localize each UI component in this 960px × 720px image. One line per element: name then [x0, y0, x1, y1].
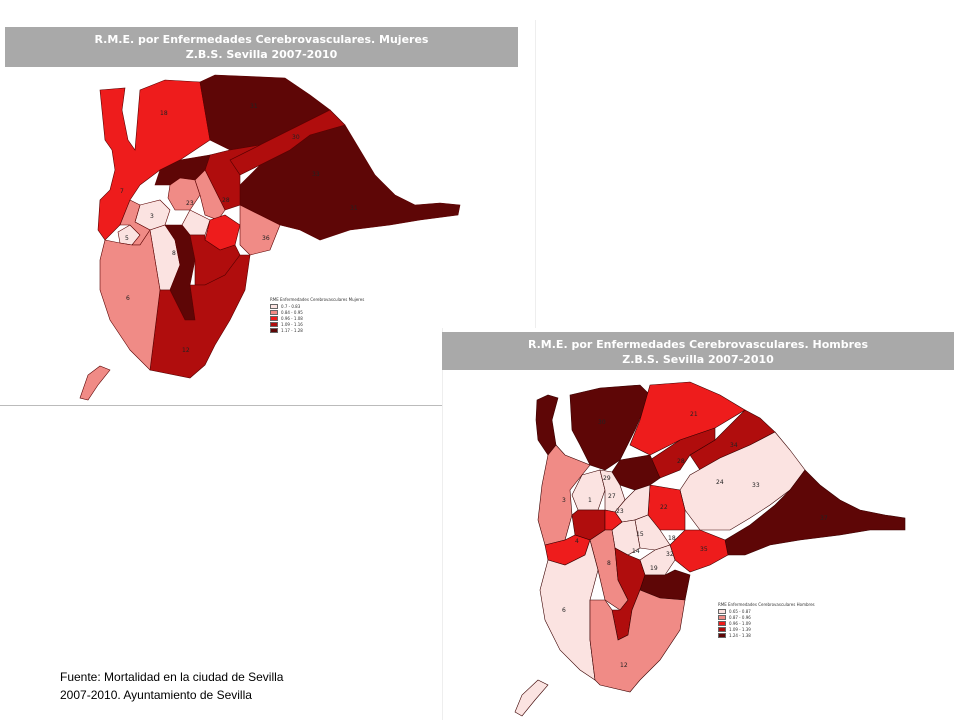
- men-legend: RME Enfermedades Cerebrovasculares Hombr…: [718, 602, 815, 638]
- men-zone-label: 8: [607, 560, 611, 567]
- women-zone-label: 30: [292, 134, 300, 141]
- source-caption: Fuente: Mortalidad en la ciudad de Sevil…: [60, 668, 283, 704]
- men-zone-label: 28: [677, 458, 685, 465]
- men-zone-label: 3: [562, 497, 566, 504]
- men-legend-item: 0.87 - 0.96: [718, 614, 815, 620]
- men-legend-item: 0.65 - 0.87: [718, 608, 815, 614]
- men-zone-label: 32: [666, 551, 674, 558]
- men-zone-label: 37: [820, 515, 828, 522]
- men-zone-east-mid-red: [669, 529, 729, 573]
- women-legend-item: 1.09 - 1.16: [270, 321, 364, 327]
- men-zone-label: 23: [616, 508, 624, 515]
- women-zone-north-west: [97, 79, 211, 241]
- women-legend-title: RME Enfermedades Cerebrovasculares Mujer…: [270, 297, 365, 302]
- women-zone-north-east: [239, 109, 461, 241]
- men-zone-label: 33: [752, 482, 760, 489]
- women-zone-label: 6: [126, 295, 130, 302]
- men-title-line1: R.M.E. por Enfermedades Cerebrovasculare…: [527, 338, 869, 351]
- women-legend-item: 0.96 - 1.08: [270, 315, 364, 321]
- men-zone-label: 19: [650, 565, 658, 572]
- women-zone-south-west: [99, 229, 161, 371]
- women-zone-label: 28: [222, 197, 230, 204]
- men-zone-east-dark: [724, 469, 906, 556]
- women-zone-center-b: [194, 169, 226, 221]
- men-zone-label: 1: [588, 497, 592, 504]
- men-zone-label: 22: [660, 504, 668, 511]
- women-choropleth-map: 18 31 33 30 7 3 23 28 36 5 8 6 12 31: [79, 74, 461, 401]
- men-zone-label: 4: [575, 538, 579, 545]
- women-zone-label: 31: [250, 103, 258, 110]
- men-zone-label: 30: [598, 419, 606, 426]
- source-line1: Fuente: Mortalidad en la ciudad de Sevil…: [60, 670, 284, 684]
- women-zone-label: 31: [350, 205, 358, 212]
- women-zone-label: 23: [186, 200, 194, 207]
- men-zone-label: 34: [730, 442, 738, 449]
- women-zone-label: 7: [120, 188, 124, 195]
- women-zone-label: 33: [312, 171, 320, 178]
- men-zone-west-salmon: [537, 444, 591, 546]
- women-legend-item: 1.17 - 1.28: [270, 327, 364, 333]
- men-zone-center-red3: [604, 509, 623, 531]
- men-zone-label: 35: [700, 546, 708, 553]
- women-zone-label: 3: [150, 213, 154, 220]
- women-zone-label: 8: [172, 250, 176, 257]
- men-zone-label: 18: [668, 535, 676, 542]
- women-legend-item: 0.84 - 0.95: [270, 309, 364, 315]
- women-zone-label: 5: [125, 235, 129, 242]
- women-legend: RME Enfermedades Cerebrovasculares Mujer…: [270, 297, 364, 333]
- men-zone-label: 29: [603, 475, 611, 482]
- men-legend-item: 0.96 - 1.09: [718, 620, 815, 626]
- men-map-title: R.M.E. por Enfermedades Cerebrovasculare…: [442, 332, 954, 370]
- men-zone-label: 15: [636, 531, 644, 538]
- women-legend-item: 0.7 - 0.83: [270, 303, 364, 309]
- women-zone-label: 12: [182, 347, 190, 354]
- women-title-line1: R.M.E. por Enfermedades Cerebrovasculare…: [94, 33, 429, 46]
- women-zone-east-mid: [239, 204, 281, 256]
- men-legend-title: RME Enfermedades Cerebrovasculares Hombr…: [718, 602, 815, 607]
- women-zone-island: [79, 365, 111, 401]
- men-title-line2: Z.B.S. Sevilla 2007-2010: [622, 353, 774, 366]
- men-legend-item: 1.24 - 1.38: [718, 632, 815, 638]
- men-zone-label: 21: [690, 411, 698, 418]
- men-zone-label: 12: [620, 662, 628, 669]
- men-legend-item: 1.09 - 1.39: [718, 626, 815, 632]
- men-zone-label: 14: [632, 548, 640, 555]
- women-zone-center-a: [167, 177, 201, 211]
- women-map-title: R.M.E. por Enfermedades Cerebrovasculare…: [5, 27, 518, 67]
- men-zone-south-big: [589, 589, 686, 693]
- women-zone-label: 18: [160, 110, 168, 117]
- men-zone-north-west-dark: [535, 394, 559, 456]
- women-title-line2: Z.B.S. Sevilla 2007-2010: [185, 48, 338, 61]
- men-zone-label: 6: [562, 607, 566, 614]
- women-zone-label: 36: [262, 235, 270, 242]
- men-zone-label: 24: [716, 479, 724, 486]
- men-zone-island: [514, 679, 549, 717]
- men-zone-label: 27: [608, 493, 616, 500]
- source-line2: 2007-2010. Ayuntamiento de Sevilla: [60, 688, 252, 702]
